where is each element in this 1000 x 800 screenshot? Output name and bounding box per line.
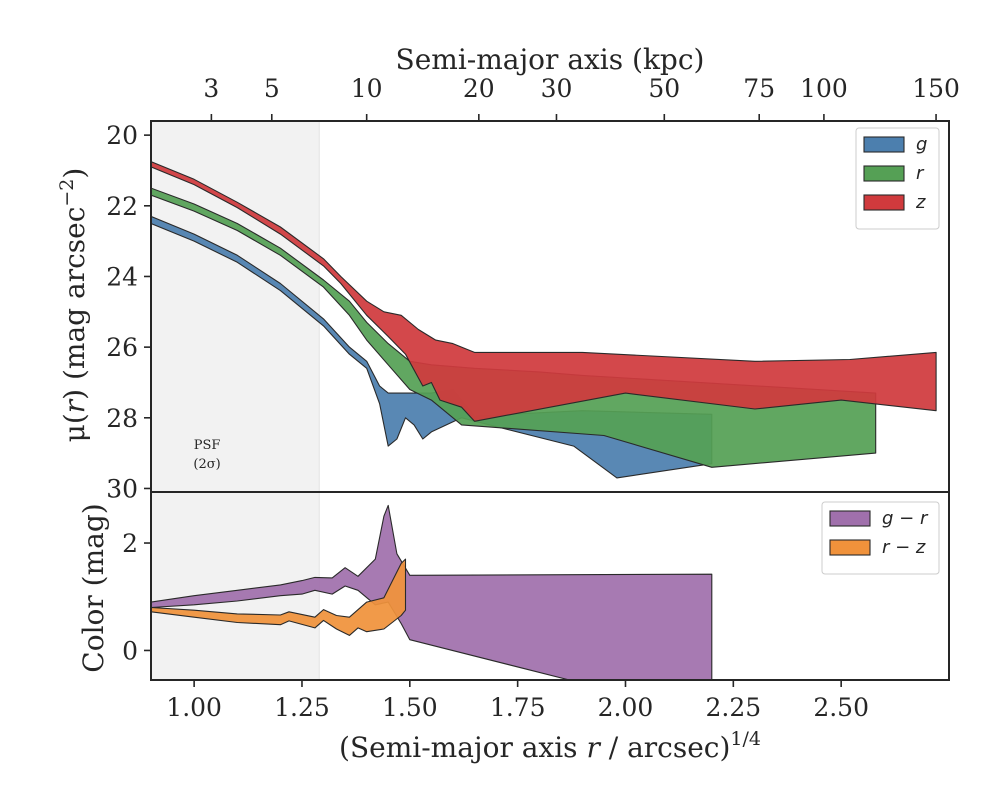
series-group bbox=[151, 504, 713, 680]
y-label-part: ) bbox=[58, 168, 91, 179]
x-tick-label: 1.00 bbox=[166, 693, 222, 722]
x-label-superscript: 1/4 bbox=[730, 728, 761, 750]
series-band-rz bbox=[151, 558, 407, 636]
legend-swatch bbox=[863, 194, 905, 211]
y-tick-label: 30 bbox=[106, 474, 138, 503]
top-x-tick-label: 10 bbox=[351, 74, 383, 103]
x-tick-label: 1.75 bbox=[490, 693, 546, 722]
x-label-part: / arcsec) bbox=[600, 731, 731, 764]
x-label-part: r bbox=[586, 731, 601, 764]
top-x-tick-label: 75 bbox=[743, 74, 775, 103]
legend: g − r r − z bbox=[821, 501, 940, 575]
y-label-part: μ( bbox=[58, 413, 91, 442]
legend-label: g − r bbox=[882, 508, 929, 529]
top-x-tick-label: 50 bbox=[648, 74, 680, 103]
legend-label: z bbox=[915, 192, 926, 213]
top-x-tick-label: 100 bbox=[800, 74, 848, 103]
legend-swatch bbox=[829, 510, 871, 527]
psf-label: PSF bbox=[194, 438, 221, 453]
series-group bbox=[151, 161, 937, 479]
x-tick-label: 2.00 bbox=[598, 693, 654, 722]
y-tick-label: 20 bbox=[106, 121, 138, 150]
y-tick-label: 22 bbox=[106, 192, 138, 221]
color-y-axis-label: Color (mag) bbox=[77, 503, 110, 672]
y-label-part: ) (mag arcsec bbox=[58, 207, 91, 400]
y-tick-label: 28 bbox=[106, 404, 138, 433]
series-band-gr bbox=[151, 504, 713, 680]
x-tick-label: 2.25 bbox=[705, 693, 761, 722]
x-tick-label: 1.50 bbox=[382, 693, 438, 722]
top-x-tick-label: 20 bbox=[463, 74, 495, 103]
y-tick-label: 2 bbox=[122, 529, 138, 558]
psf-label: (2σ) bbox=[193, 457, 220, 472]
legend: grz bbox=[855, 127, 940, 230]
y-label-part: r bbox=[58, 398, 91, 413]
legend-swatch bbox=[863, 165, 905, 182]
x-axis-label: (Semi-major axis r / arcsec)1/4 bbox=[339, 728, 761, 764]
series-band-z bbox=[151, 161, 937, 422]
x-label-part: (Semi-major axis bbox=[339, 731, 586, 764]
y-tick-label: 24 bbox=[106, 262, 138, 291]
top-x-tick-label: 5 bbox=[264, 74, 280, 103]
y-label-superscript: −2 bbox=[56, 179, 78, 207]
color-panel: 0 2 Color (mag) 1.00 1.25 1.50 1.75 2.00 2.25 2.5… bbox=[77, 491, 950, 764]
legend-swatch bbox=[863, 136, 905, 153]
y-tick-label: 0 bbox=[122, 636, 138, 665]
surface-brightness-panel: PSF (2σ) 20 22 24 26 28 30 3 5 10 20 30 50 75 100 150 Sem… bbox=[56, 43, 960, 503]
legend-label: r − z bbox=[882, 537, 926, 558]
top-x-tick-label: 150 bbox=[912, 74, 960, 103]
y-axis-label: μ(r) (mag arcsec−2) bbox=[56, 168, 91, 443]
top-axis-label: Semi-major axis (kpc) bbox=[396, 43, 705, 76]
top-x-tick-label: 30 bbox=[541, 74, 573, 103]
bottom-panel-frame bbox=[150, 491, 950, 681]
legend-swatch bbox=[829, 539, 871, 556]
y-tick-label: 26 bbox=[106, 333, 138, 362]
x-tick-label: 1.25 bbox=[274, 693, 330, 722]
x-tick-label: 2.50 bbox=[813, 693, 869, 722]
psf-shading bbox=[151, 121, 320, 492]
top-x-tick-label: 3 bbox=[203, 74, 219, 103]
legend-label: g bbox=[916, 134, 927, 155]
legend-label: r bbox=[916, 163, 925, 184]
